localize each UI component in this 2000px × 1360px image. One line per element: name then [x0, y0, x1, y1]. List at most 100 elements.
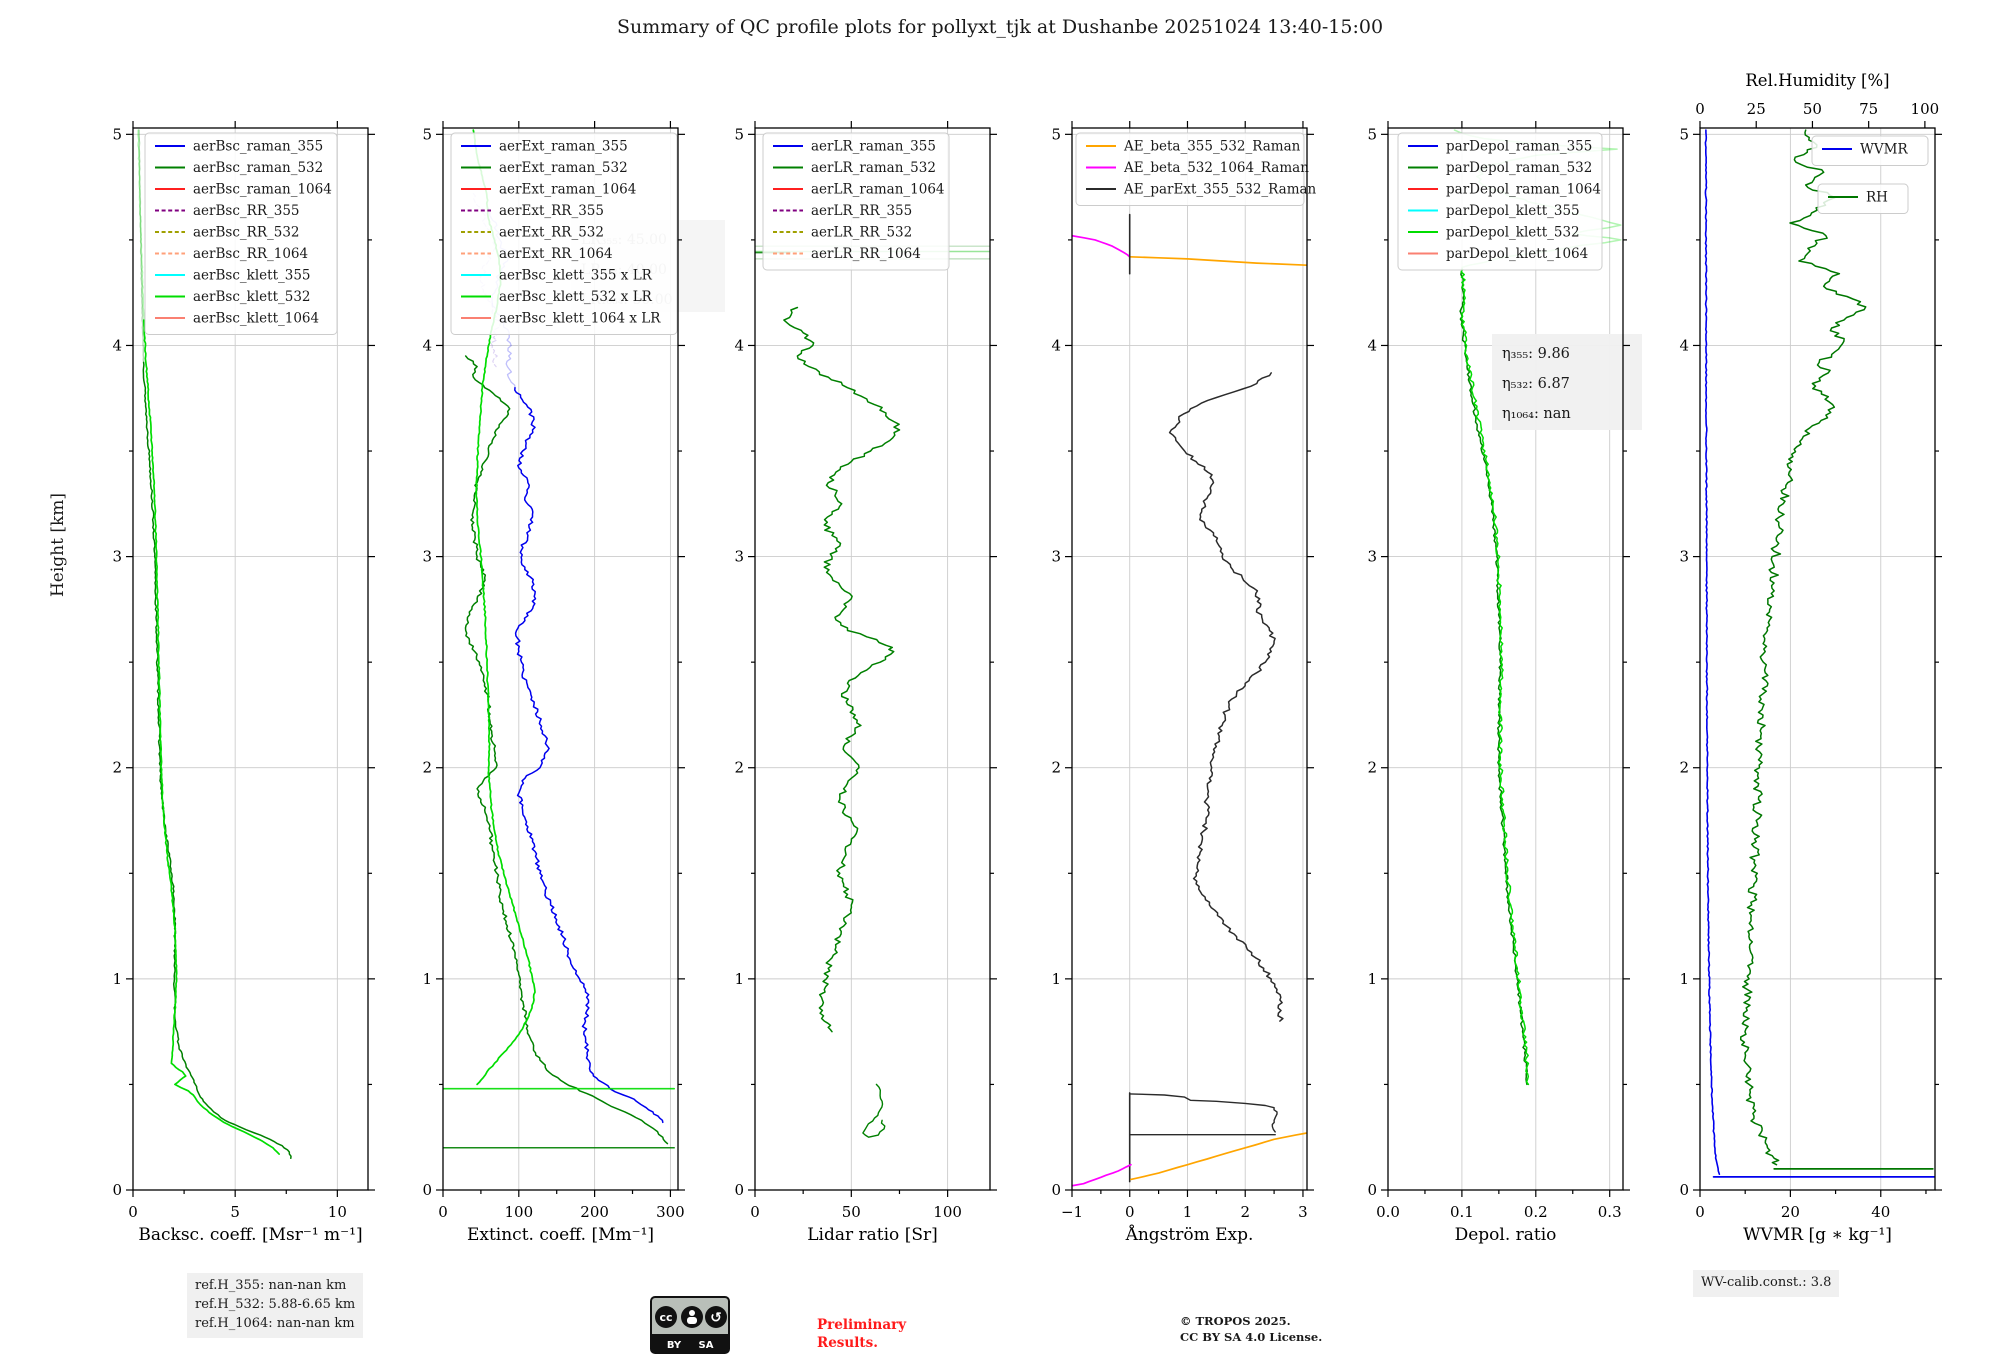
legend-label: aerBsc_RR_355	[193, 203, 300, 219]
y-tick-label: 4	[734, 336, 744, 354]
x-tick-label: 2	[1240, 1203, 1250, 1221]
preliminary-note: Preliminary Results.	[817, 1317, 906, 1352]
axis-ticks: 0.0 0.1 0.2 0.3 0 1 2 3 4 5	[1367, 121, 1630, 1221]
legend-label: aerExt_RR_355	[499, 203, 604, 219]
legend: RH	[1817, 183, 1909, 214]
panel-lidar-ratio: aerLR_raman_355 aerLR_raman_532 aerLR_rama…	[734, 121, 997, 1245]
cc-badge-bottom-bar	[652, 1334, 728, 1352]
legend-label: aerBsc_raman_1064	[193, 182, 332, 198]
panel-depol: η₃₅₅: 9.86 η₅₃₂: 6.87 η₁₀₆₄: nan parDepol_r…	[1367, 121, 1642, 1245]
y-tick-label: 5	[422, 125, 432, 143]
legend: aerBsc_raman_355 aerBsc_raman_532 aerBsc_r…	[144, 132, 338, 335]
y-tick-label: 3	[112, 548, 122, 566]
axis-ticks: 0 5 10 0 1 2 3 4 5	[112, 121, 375, 1221]
copyright-note: © TROPOS 2025. CC BY SA 4.0 License.	[1180, 1314, 1322, 1345]
cc-logo-icon	[655, 1306, 677, 1328]
x-tick-label: 40	[1871, 1203, 1890, 1221]
wv-calib-annotation: WV-calib.const.: 3.8	[1693, 1270, 1840, 1297]
series-AE_beta_532_1064_top	[1072, 234, 1131, 258]
series-aerExt_raman_532	[464, 355, 669, 1145]
y-tick-label: 2	[1051, 759, 1061, 777]
y-tick-label: 2	[112, 759, 122, 777]
legend-label: aerExt_raman_1064	[499, 182, 636, 198]
axis-ticks: 0 50 100 0 1 2 3 4 5	[734, 121, 997, 1221]
svg-text:η₁₀₆₄: nan: η₁₀₆₄: nan	[1502, 406, 1571, 422]
x-tick-label: 100	[933, 1203, 962, 1221]
y-tick-label: 3	[1679, 548, 1689, 566]
y-tick-label: 3	[1367, 548, 1377, 566]
y-tick-label: 1	[1051, 970, 1061, 988]
gridlines	[1387, 128, 1623, 1190]
x-tick-label: 100	[504, 1203, 533, 1221]
y-tick-label: 4	[1051, 336, 1061, 354]
cc-sa-text: SA	[699, 1340, 714, 1351]
series-aerBsc_klett_532_ref	[137, 129, 145, 321]
y-tick-label: 5	[734, 125, 744, 143]
cc-by-text: BY	[667, 1340, 682, 1351]
preliminary-line1: Preliminary	[817, 1317, 907, 1333]
legend-label: AE_beta_355_532_Raman	[1123, 139, 1301, 155]
ref-height-annotation: ref.H_355: nan-nan km ref.H_532: 5.88-6.…	[187, 1273, 364, 1338]
x-axis-label: WVMR [g ∗ kg⁻¹]	[1743, 1225, 1892, 1245]
copyright-line2: CC BY SA 4.0 License.	[1180, 1329, 1323, 1344]
x-tick-label: 0	[750, 1203, 760, 1221]
x-tick-label: 50	[842, 1203, 861, 1221]
legend-label: aerLR_raman_355	[811, 139, 936, 155]
legend-label: aerLR_RR_1064	[811, 246, 921, 262]
y-tick-label: 5	[1367, 125, 1377, 143]
y-tick-label: 5	[1051, 125, 1061, 143]
y-tick-label: 1	[734, 970, 744, 988]
legend-label: parDepol_klett_532	[1446, 225, 1580, 241]
panel-backscatter: aerBsc_raman_355 aerBsc_raman_532 aerBsc_r…	[112, 121, 375, 1245]
y-tick-label: 5	[112, 125, 122, 143]
legend-label: aerBsc_RR_1064	[193, 246, 308, 262]
y-tick-label: 0	[112, 1181, 122, 1199]
series-group	[1453, 129, 1622, 1086]
x-tick-label: −1	[1061, 1203, 1083, 1221]
series-parDepol_klett_532	[1460, 268, 1530, 1086]
y-tick-label: 2	[1679, 759, 1689, 777]
x-tick-label: 0	[438, 1203, 448, 1221]
x-tick-label: 5	[230, 1203, 240, 1221]
legend-label: aerLR_raman_532	[811, 160, 936, 176]
share-alike-glyph: ↺	[710, 1310, 722, 1326]
x-tick-label: 0.2	[1524, 1203, 1548, 1221]
legend-label: aerExt_RR_1064	[499, 246, 613, 262]
legend: aerLR_raman_355 aerLR_raman_532 aerLR_rama…	[762, 132, 950, 271]
preliminary-line2: Results.	[817, 1334, 878, 1351]
series-AE_beta_355_532_bottom	[1130, 1132, 1307, 1181]
gridlines	[754, 128, 990, 1190]
y-tick-label: 3	[1051, 548, 1061, 566]
x-axis-label: Depol. ratio	[1455, 1225, 1557, 1245]
legend-label: aerBsc_klett_1064	[193, 311, 319, 327]
series-group	[1072, 213, 1307, 1187]
y-tick-label: 2	[734, 759, 744, 777]
cc-logo-text: cc	[659, 1311, 672, 1324]
y-tick-label: 0	[1679, 1181, 1689, 1199]
top-tick-label: 75	[1859, 100, 1878, 118]
top-tick-label: 50	[1803, 100, 1822, 118]
ref-height-532: ref.H_532: 5.88-6.65 km	[195, 1296, 356, 1312]
series-group	[137, 129, 292, 1160]
panel-angstrom: AE_beta_355_532_Raman AE_beta_532_1064_Ra…	[1051, 121, 1317, 1245]
y-tick-label: 0	[734, 1181, 744, 1199]
series-AE_parExt_355_532	[1168, 372, 1284, 1022]
top-axis-label: Rel.Humidity [%]	[1745, 71, 1889, 90]
legend-label: aerBsc_klett_355	[193, 268, 311, 284]
series-parDepol_raman_532	[1459, 268, 1528, 1086]
series-WVMR	[1704, 129, 1721, 1175]
x-tick-label: 300	[656, 1203, 685, 1221]
series-RH	[1739, 129, 1867, 1166]
series-group	[755, 245, 990, 1138]
x-tick-label: 0.0	[1376, 1203, 1400, 1221]
x-axis-label: Backsc. coeff. [Msr⁻¹ m⁻¹]	[138, 1225, 362, 1245]
legend-label: AE_parExt_355_532_Raman	[1123, 182, 1317, 198]
x-tick-label: 0.3	[1598, 1203, 1622, 1221]
y-tick-label: 1	[1367, 970, 1377, 988]
cc-license-badge: cc ↺ BY SA	[650, 1296, 730, 1358]
person-head	[689, 1310, 695, 1316]
x-tick-label: 10	[328, 1203, 347, 1221]
legend-label: aerBsc_klett_1064 x LR	[499, 311, 661, 327]
